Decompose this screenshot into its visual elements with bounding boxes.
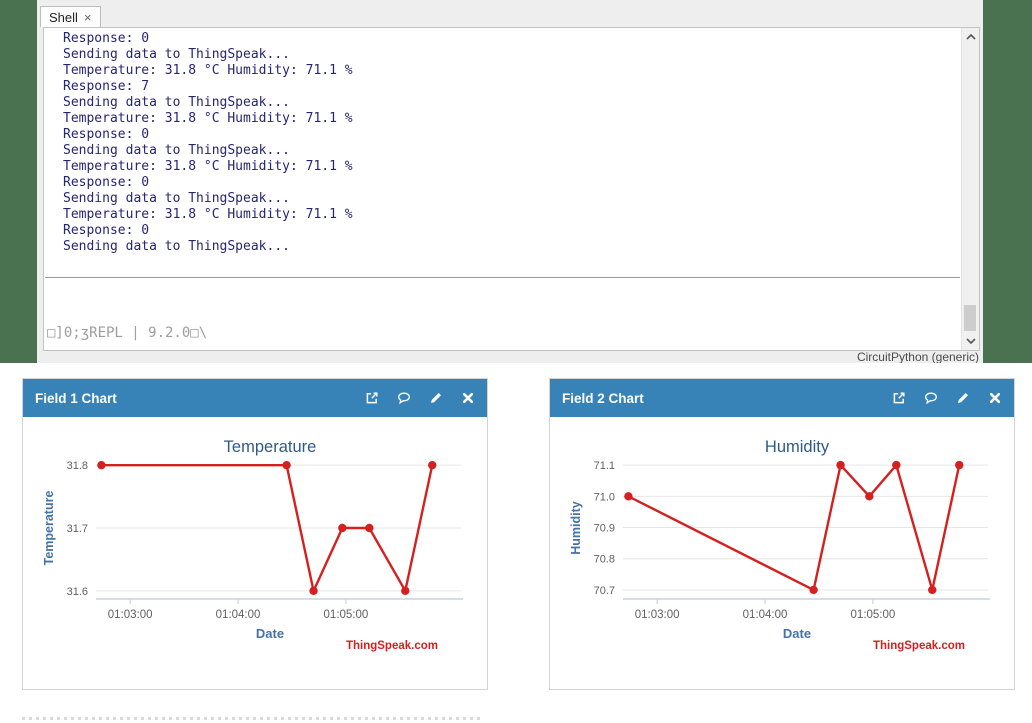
svg-text:70.7: 70.7	[594, 585, 615, 597]
shell-line: Response: 0	[63, 127, 150, 142]
thonny-window: Shell × Response: 0 Sending data to Thing…	[37, 0, 983, 363]
data-point-marker[interactable]	[428, 460, 437, 470]
svg-text:31.8: 31.8	[67, 460, 88, 472]
svg-text:ThingSpeak.com: ThingSpeak.com	[873, 640, 965, 652]
field1-card-header: Field 1 Chart	[23, 379, 487, 417]
shell-line: Sending data to ThingSpeak...	[63, 95, 290, 110]
shell-line: Response: 0	[63, 223, 150, 238]
field2-card-header: Field 2 Chart	[550, 379, 1014, 417]
shell-line: Sending data to ThingSpeak...	[63, 239, 290, 254]
data-point-marker[interactable]	[892, 460, 901, 470]
field2-chart-card: Field 2 Chart 70.7 70.8 70.9 71.0 71.1 01:03:…	[549, 378, 1015, 690]
data-point-marker[interactable]	[955, 460, 964, 470]
svg-text:01:05:00: 01:05:00	[851, 609, 896, 621]
shell-scrollbar[interactable]	[961, 28, 979, 350]
svg-text:31.6: 31.6	[67, 586, 88, 598]
field2-chart-body: 70.7 70.8 70.9 71.0 71.1 01:03:00 01:04:00 01:0…	[550, 417, 1014, 689]
tab-shell-label: Shell	[49, 9, 78, 25]
shell-line: Response: 0	[63, 31, 150, 46]
temperature-chart: 31.6 31.7 31.8 01:03:00 01:04:00 01:05:00 Temp…	[42, 438, 463, 652]
data-point-marker[interactable]	[401, 586, 410, 596]
shell-separator	[45, 277, 960, 278]
shell-line: Temperature: 31.8 °C Humidity: 71.1 %	[63, 159, 353, 174]
shell-line: Sending data to ThingSpeak...	[63, 143, 290, 158]
svg-text:71.1: 71.1	[594, 460, 615, 472]
data-point-marker[interactable]	[338, 523, 347, 533]
svg-text:01:04:00: 01:04:00	[216, 609, 261, 621]
edit-icon[interactable]	[956, 391, 970, 405]
shell-line: Temperature: 31.8 °C Humidity: 71.1 %	[63, 63, 353, 78]
svg-text:31.7: 31.7	[67, 523, 88, 535]
data-point-marker[interactable]	[928, 585, 937, 595]
status-bar: CircuitPython (generic)	[43, 351, 979, 363]
data-point-marker[interactable]	[309, 586, 318, 596]
shell-line: Sending data to ThingSpeak...	[63, 47, 290, 62]
comment-icon[interactable]	[397, 391, 411, 405]
data-point-marker[interactable]	[282, 460, 291, 470]
svg-text:Date: Date	[256, 626, 284, 641]
data-point-marker[interactable]	[97, 460, 106, 470]
svg-text:01:03:00: 01:03:00	[108, 609, 153, 621]
dotted-divider	[22, 717, 484, 720]
data-point-marker[interactable]	[365, 523, 374, 533]
data-point-marker[interactable]	[865, 492, 874, 501]
svg-text:ThingSpeak.com: ThingSpeak.com	[346, 640, 438, 652]
data-point-marker[interactable]	[809, 585, 818, 595]
svg-text:01:05:00: 01:05:00	[324, 609, 369, 621]
card-header-icons	[892, 391, 1002, 405]
field1-card-title: Field 1 Chart	[35, 390, 117, 406]
tab-close-icon[interactable]: ×	[83, 9, 92, 25]
tab-shell[interactable]: Shell ×	[40, 6, 101, 27]
shell-output-lines: Response: 0 Sending data to ThingSpeak...…	[44, 28, 961, 255]
scroll-down-icon[interactable]	[962, 333, 979, 349]
svg-text:Date: Date	[783, 626, 811, 641]
shell-panel: Response: 0 Sending data to ThingSpeak...…	[43, 27, 980, 351]
scrollbar-thumb[interactable]	[964, 305, 976, 331]
card-header-icons	[365, 391, 475, 405]
field1-chart-body: 31.6 31.7 31.8 01:03:00 01:04:00 01:05:00 Temp…	[23, 417, 487, 689]
shell-line: Temperature: 31.8 °C Humidity: 71.1 %	[63, 207, 353, 222]
shell-line: Sending data to ThingSpeak...	[63, 191, 290, 206]
svg-text:01:03:00: 01:03:00	[635, 609, 680, 621]
external-link-icon[interactable]	[892, 391, 906, 405]
svg-text:Temperature: Temperature	[224, 438, 317, 456]
scroll-up-icon[interactable]	[962, 29, 979, 45]
humidity-chart: 70.7 70.8 70.9 71.0 71.1 01:03:00 01:04:00 01:0…	[569, 438, 990, 652]
shell-line: Response: 0	[63, 175, 150, 190]
field2-card-title: Field 2 Chart	[562, 390, 644, 406]
svg-text:Humidity: Humidity	[765, 438, 830, 456]
data-point-marker[interactable]	[836, 460, 845, 470]
comment-icon[interactable]	[924, 391, 938, 405]
repl-banner-line1: □]0;ʒREPL | 9.2.0□\	[47, 325, 208, 341]
svg-text:Temperature: Temperature	[42, 491, 56, 566]
interpreter-status[interactable]: CircuitPython (generic)	[856, 351, 979, 363]
data-point-marker[interactable]	[624, 492, 633, 501]
close-icon[interactable]	[988, 391, 1002, 405]
svg-text:Humidity: Humidity	[569, 501, 583, 555]
shell-text-area[interactable]: Response: 0 Sending data to ThingSpeak...…	[44, 28, 961, 350]
edit-icon[interactable]	[429, 391, 443, 405]
external-link-icon[interactable]	[365, 391, 379, 405]
svg-text:70.8: 70.8	[594, 554, 615, 566]
close-icon[interactable]	[461, 391, 475, 405]
desktop-background: Shell × Response: 0 Sending data to Thing…	[0, 0, 1032, 363]
svg-text:71.0: 71.0	[594, 491, 615, 503]
shell-tabbar: Shell ×	[37, 0, 983, 27]
repl-banner: □]0;ʒREPL | 9.2.0□\ Adafruit CircuitPyth…	[44, 278, 961, 350]
shell-line: Response: 7	[63, 79, 150, 94]
svg-text:01:04:00: 01:04:00	[743, 609, 788, 621]
shell-line: Temperature: 31.8 °C Humidity: 71.1 %	[63, 111, 353, 126]
svg-text:70.9: 70.9	[594, 523, 615, 535]
field1-chart-card: Field 1 Chart 31.6 31.7 31.8 01:03:00 01:04:…	[22, 378, 488, 690]
